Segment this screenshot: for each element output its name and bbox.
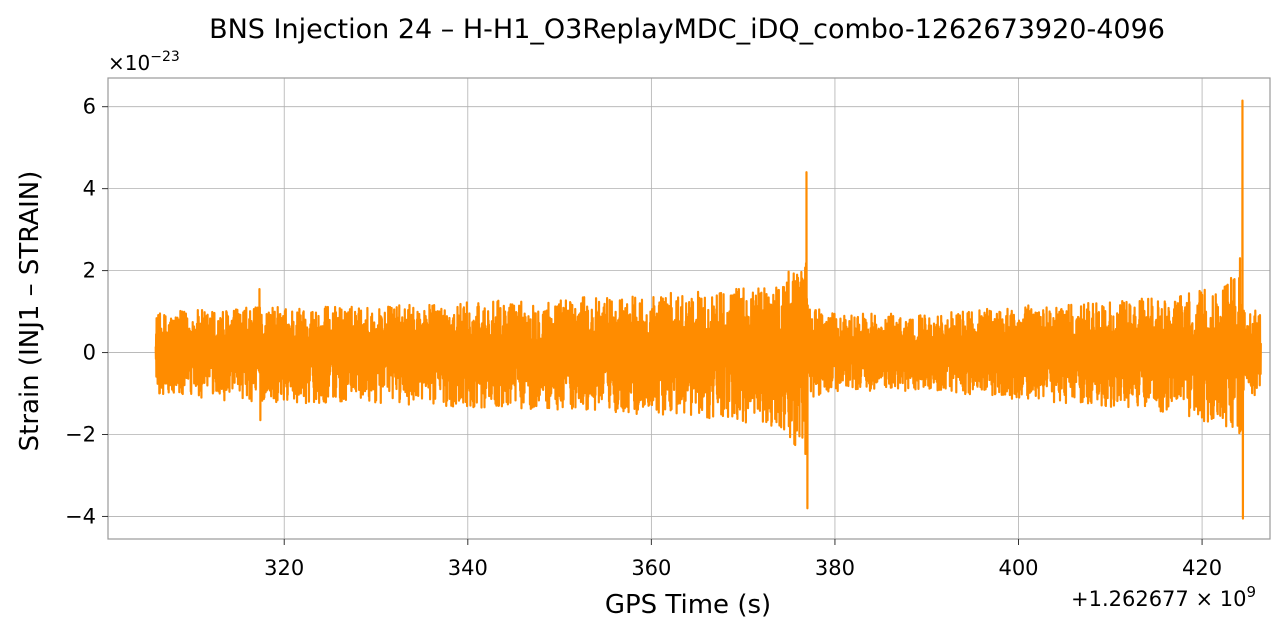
y-axis-ticks: −4 −2 0 2 4 6 — [65, 95, 108, 528]
chart-title: BNS Injection 24 – H-H1_O3ReplayMDC_iDQ_… — [209, 14, 1165, 45]
x-tick-label: 360 — [631, 556, 671, 580]
y-tick-label: 4 — [83, 177, 96, 201]
y-tick-label: 6 — [83, 95, 96, 119]
x-tick-label: 320 — [264, 556, 304, 580]
y-tick-label: −4 — [65, 504, 96, 528]
x-tick-label: 340 — [448, 556, 488, 580]
x-offset-label: +1.262677 × 109 — [1071, 583, 1256, 611]
y-axis-label: Strain (INJ1 – STRAIN) — [15, 171, 45, 452]
strain-series-line — [154, 99, 1262, 520]
x-tick-label: 420 — [1182, 556, 1222, 580]
x-axis-label: GPS Time (s) — [605, 590, 771, 620]
x-tick-label: 380 — [815, 556, 855, 580]
plot-frame — [107, 77, 1271, 540]
x-axis-ticks: 320 340 360 380 400 420 — [264, 539, 1222, 580]
x-tick-label: 400 — [998, 556, 1038, 580]
y-tick-label: 2 — [83, 259, 96, 283]
y-multiplier: ×10−23 — [108, 49, 180, 75]
y-tick-label: −2 — [65, 423, 96, 447]
y-tick-label: 0 — [83, 341, 96, 365]
